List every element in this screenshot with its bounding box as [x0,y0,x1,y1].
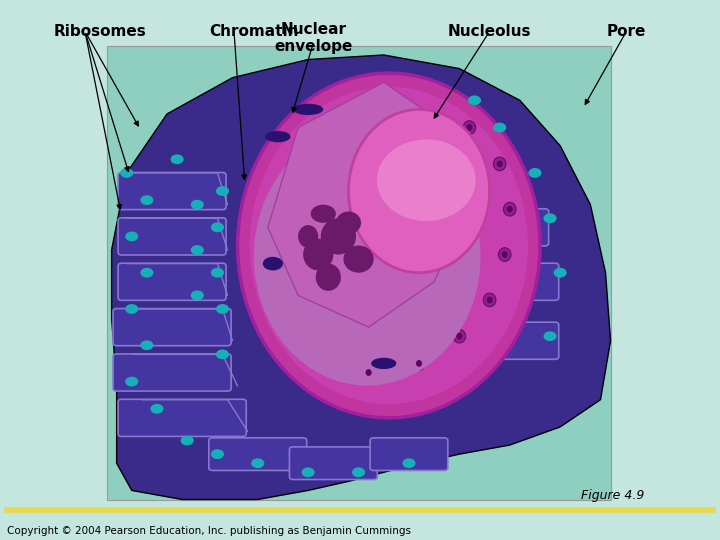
Circle shape [528,168,541,178]
Ellipse shape [303,239,333,271]
Ellipse shape [453,220,466,234]
Circle shape [468,96,481,105]
FancyBboxPatch shape [471,209,549,246]
Circle shape [554,268,567,278]
Circle shape [140,268,153,278]
FancyBboxPatch shape [370,438,448,470]
Ellipse shape [336,212,361,234]
Ellipse shape [456,224,462,231]
Ellipse shape [263,257,283,271]
Circle shape [125,377,138,387]
Circle shape [191,291,204,300]
Ellipse shape [463,121,476,134]
Circle shape [216,349,229,359]
Ellipse shape [483,293,496,307]
Circle shape [302,467,315,477]
Circle shape [211,449,224,459]
FancyBboxPatch shape [118,218,226,255]
Bar [107,46,611,500]
Circle shape [216,186,229,196]
Ellipse shape [467,124,472,131]
Text: Nuclear
envelope: Nuclear envelope [274,22,352,54]
Ellipse shape [343,246,374,273]
FancyBboxPatch shape [118,399,246,436]
Circle shape [251,458,264,468]
Ellipse shape [498,248,511,261]
Ellipse shape [507,206,513,213]
Circle shape [140,195,153,205]
Circle shape [120,168,133,178]
Ellipse shape [503,202,516,216]
Circle shape [181,436,194,446]
Text: Pore: Pore [607,24,646,39]
Circle shape [150,404,163,414]
PathPatch shape [112,55,611,500]
Ellipse shape [310,205,336,223]
Text: Figure 4.9: Figure 4.9 [581,489,644,502]
Circle shape [402,458,415,468]
FancyBboxPatch shape [118,263,226,300]
Text: Nucleolus: Nucleolus [448,24,531,39]
Ellipse shape [377,139,476,221]
Ellipse shape [372,357,397,369]
Circle shape [352,467,365,477]
Ellipse shape [487,296,492,303]
Text: Copyright © 2004 Pearson Education, Inc. publishing as Benjamin Cummings: Copyright © 2004 Pearson Education, Inc.… [7,525,411,536]
Ellipse shape [265,131,291,142]
Circle shape [216,304,229,314]
Text: Ribosomes: Ribosomes [54,24,147,39]
Ellipse shape [497,160,503,167]
Ellipse shape [321,218,356,254]
Circle shape [493,123,506,132]
Circle shape [191,245,204,255]
Circle shape [171,154,184,164]
Ellipse shape [428,139,441,152]
Ellipse shape [502,251,508,258]
Circle shape [544,213,557,223]
Circle shape [211,268,224,278]
Ellipse shape [456,333,462,340]
FancyBboxPatch shape [481,322,559,359]
Ellipse shape [431,142,437,149]
FancyBboxPatch shape [481,263,559,300]
FancyBboxPatch shape [289,447,377,480]
Circle shape [140,340,153,350]
FancyBboxPatch shape [113,308,231,346]
FancyBboxPatch shape [113,354,231,391]
FancyBboxPatch shape [118,172,226,210]
Circle shape [125,304,138,314]
Ellipse shape [453,329,466,343]
Ellipse shape [416,360,422,367]
Text: Chromatin: Chromatin [209,24,298,39]
Ellipse shape [493,157,506,171]
Ellipse shape [413,356,426,370]
FancyBboxPatch shape [209,438,307,470]
Ellipse shape [238,73,540,418]
Ellipse shape [315,264,341,291]
Ellipse shape [298,225,318,248]
Polygon shape [268,82,469,327]
Ellipse shape [348,110,490,273]
Ellipse shape [366,369,372,376]
Ellipse shape [250,87,528,404]
Circle shape [191,200,204,210]
Ellipse shape [293,104,323,115]
Circle shape [544,331,557,341]
Ellipse shape [253,127,481,386]
Ellipse shape [362,366,375,379]
Circle shape [211,222,224,232]
Circle shape [125,232,138,241]
